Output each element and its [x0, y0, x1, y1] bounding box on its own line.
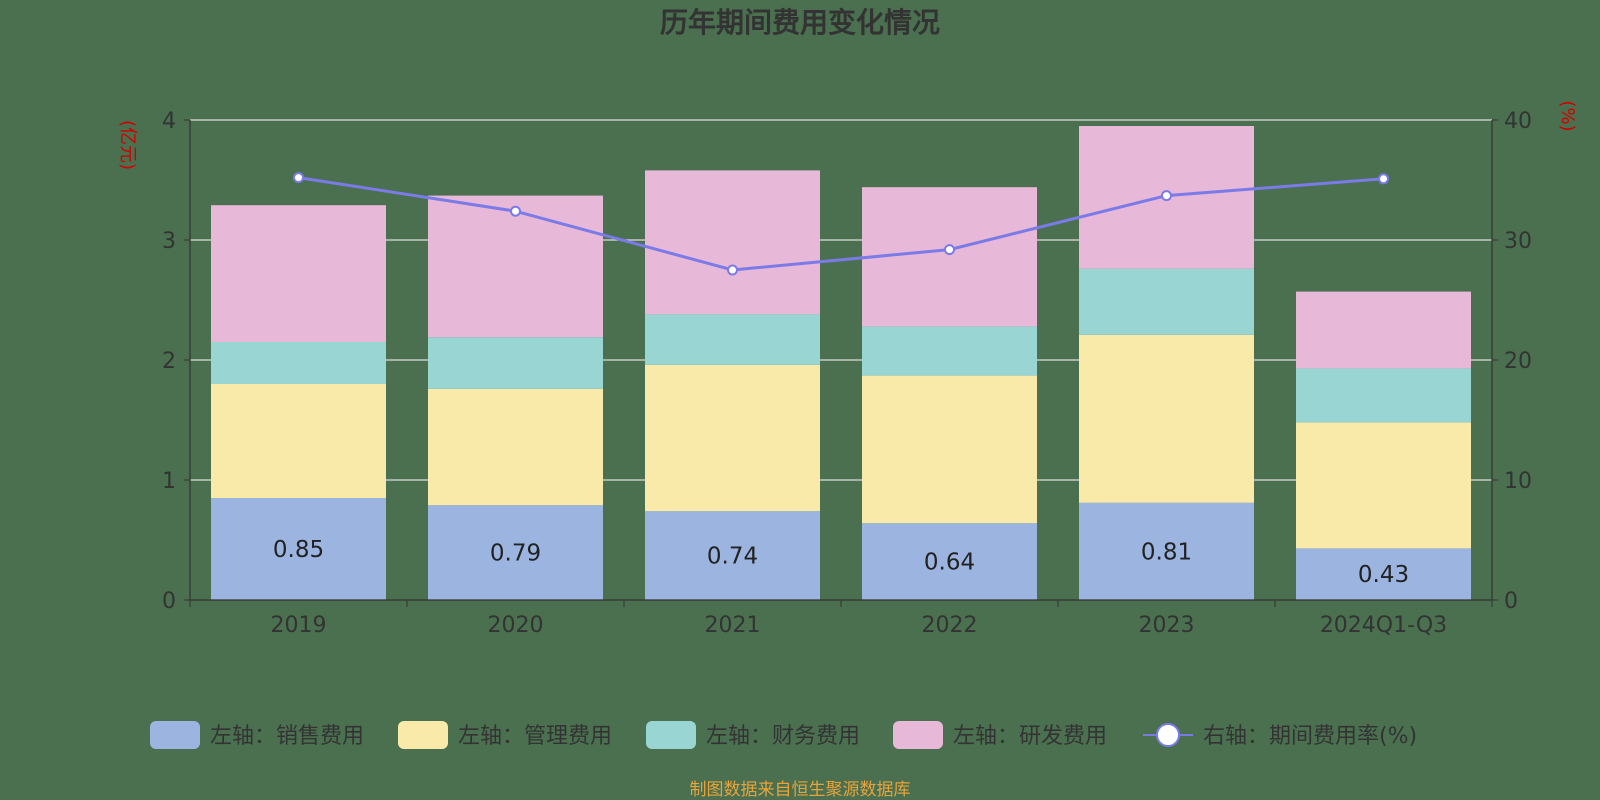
- x-tick-label: 2020: [488, 613, 544, 638]
- source-note: 制图数据来自恒生聚源数据库: [690, 780, 911, 800]
- left-tick-label: 2: [162, 349, 176, 374]
- bar-segment: [428, 505, 603, 600]
- rate-point: [1378, 173, 1389, 185]
- bar-segment: [645, 314, 820, 365]
- bar-segment: [1296, 368, 1471, 423]
- bar-segment: [428, 195, 603, 338]
- bar-segment: [645, 364, 820, 512]
- legend: 左轴：销售费用 左轴：管理费用 左轴：财务费用 左轴：研发费用 右轴：期间费用率(%): [150, 721, 1417, 749]
- data-label: 0.81: [1141, 539, 1192, 565]
- bar-segment: [1079, 268, 1254, 335]
- right-tick-label: 30: [1504, 229, 1532, 254]
- left-tick-label: 4: [162, 109, 176, 134]
- data-label: 0.85: [273, 537, 324, 563]
- legend-label: 左轴：研发费用: [953, 724, 1107, 749]
- bar-segment: [645, 170, 820, 315]
- bar-segment: [428, 337, 603, 389]
- right-tick-label: 40: [1504, 109, 1532, 134]
- legend-swatch: [150, 721, 200, 749]
- x-tick-label: 2022: [922, 613, 978, 638]
- legend-swatch: [646, 721, 696, 749]
- bar-segment: [1296, 291, 1471, 369]
- left-tick-label: 0: [162, 589, 176, 614]
- bar-segment: [428, 388, 603, 506]
- bar-segment: [211, 498, 386, 600]
- rate-point: [510, 205, 521, 217]
- grid-lines: [190, 119, 1492, 481]
- bar-segment: [862, 326, 1037, 376]
- legend-label: 左轴：财务费用: [706, 724, 860, 749]
- data-label: 0.79: [490, 541, 541, 567]
- legend-label: 左轴：销售费用: [210, 724, 364, 749]
- right-tick-label: 10: [1504, 469, 1532, 494]
- data-label: 0.64: [924, 550, 975, 576]
- bar-segment: [862, 187, 1037, 327]
- legend-swatch: [893, 721, 943, 749]
- bar-segment: [1079, 334, 1254, 503]
- legend-marker: [1156, 723, 1180, 747]
- data-label: 0.74: [707, 544, 758, 570]
- data-label: 0.43: [1358, 562, 1409, 588]
- bar-series: 0.85 0.79 0.74 0.64 0.81 0.43: [211, 126, 1471, 600]
- x-tick-label: 2023: [1139, 613, 1195, 638]
- right-tick-label: 20: [1504, 349, 1532, 374]
- rate-point: [727, 264, 738, 276]
- bar-segment: [211, 205, 386, 342]
- left-axis-unit: (亿元): [117, 120, 138, 170]
- legend-label: 右轴：期间费用率(%): [1203, 724, 1417, 749]
- bar-segment: [645, 511, 820, 600]
- bar-segment: [862, 375, 1037, 524]
- bar-segment: [1296, 548, 1471, 600]
- right-tick-label: 0: [1504, 589, 1518, 614]
- bar-segment: [211, 384, 386, 498]
- x-tick-label: 2019: [271, 613, 327, 638]
- legend-swatch: [398, 721, 448, 749]
- bar-segment: [862, 523, 1037, 600]
- right-axis-unit: (%): [1557, 100, 1578, 131]
- rate-point: [293, 172, 304, 184]
- rate-point: [1161, 190, 1172, 202]
- rate-point: [944, 244, 955, 256]
- legend-label: 左轴：管理费用: [458, 724, 612, 749]
- left-tick-label: 1: [162, 469, 176, 494]
- x-tick-label: 2024Q1-Q3: [1320, 613, 1447, 638]
- left-tick-label: 3: [162, 229, 176, 254]
- bar-segment: [1296, 422, 1471, 549]
- rate-line-path: [298, 176, 1384, 272]
- bar-segment: [1079, 502, 1254, 600]
- bar-segment: [211, 342, 386, 384]
- expense-rate-line: [293, 172, 1389, 276]
- x-tick-label: 2021: [705, 613, 761, 638]
- chart-title: 历年期间费用变化情况: [660, 6, 940, 39]
